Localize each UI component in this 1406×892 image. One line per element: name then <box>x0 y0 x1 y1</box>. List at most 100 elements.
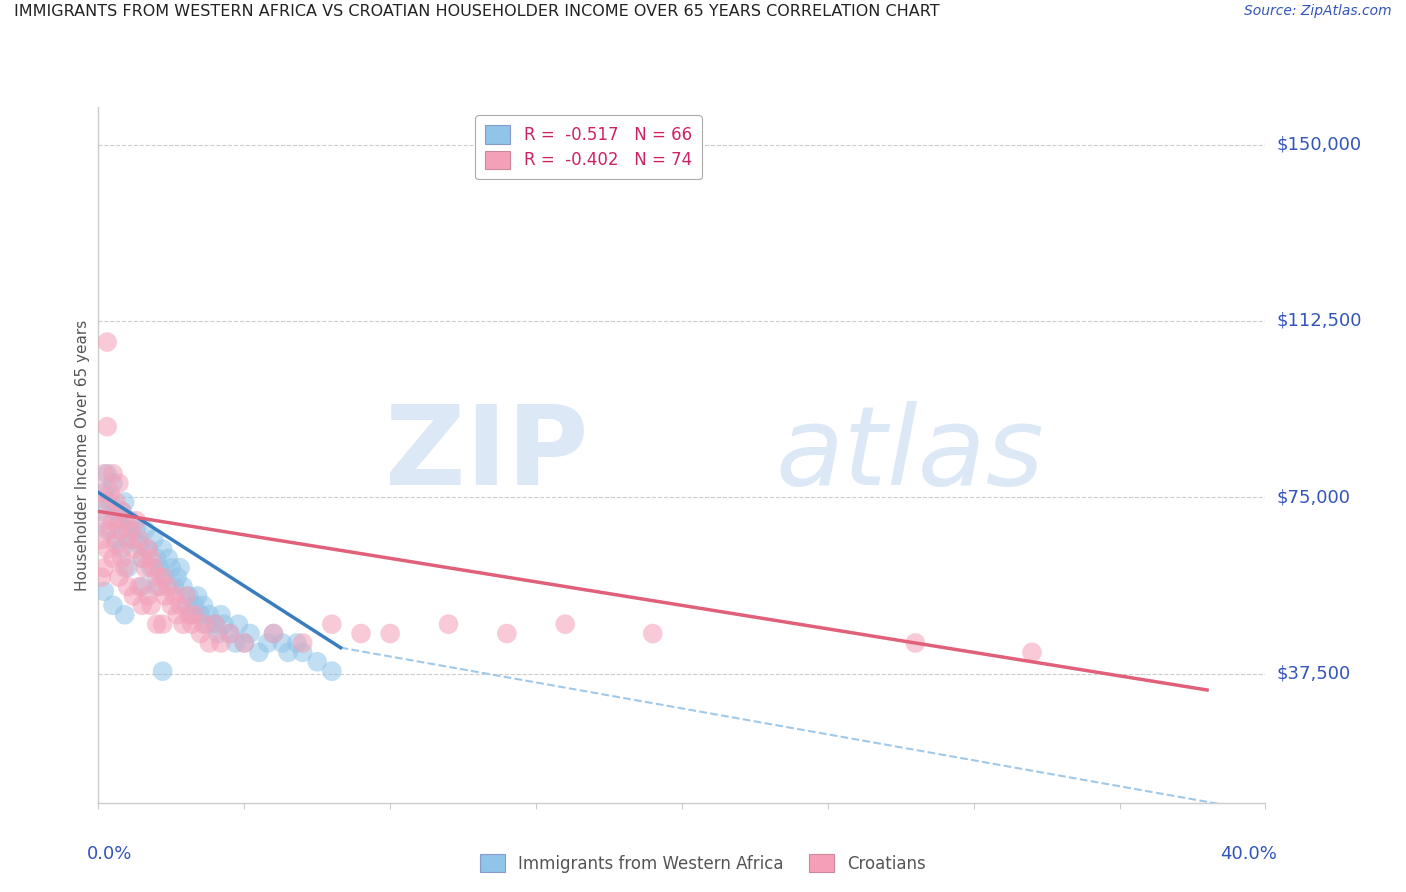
Point <box>152 541 174 556</box>
Point <box>125 514 148 528</box>
Point <box>104 537 127 551</box>
Point <box>136 589 159 603</box>
Text: $112,500: $112,500 <box>1277 312 1362 330</box>
Point <box>307 655 329 669</box>
Point <box>111 504 134 518</box>
Point <box>169 599 191 613</box>
Point <box>120 514 142 528</box>
Point <box>152 570 174 584</box>
Point <box>198 636 221 650</box>
Point <box>96 495 118 509</box>
Point <box>1021 645 1043 659</box>
Point <box>111 551 134 566</box>
Point <box>128 537 150 551</box>
Point <box>291 645 314 659</box>
Point <box>117 533 139 547</box>
Point <box>166 607 188 622</box>
Point <box>207 626 229 640</box>
Point <box>177 607 200 622</box>
Y-axis label: Householder Income Over 65 years: Householder Income Over 65 years <box>75 319 90 591</box>
Point <box>90 504 112 518</box>
Point <box>163 589 186 603</box>
Point <box>495 626 517 640</box>
Point <box>90 485 112 500</box>
Point <box>256 636 278 650</box>
Point <box>122 541 145 556</box>
Point <box>321 664 343 678</box>
Point <box>291 636 314 650</box>
Point <box>180 607 202 622</box>
Point <box>212 617 235 632</box>
Point <box>117 580 139 594</box>
Point <box>169 560 191 574</box>
Point <box>125 523 148 537</box>
Legend: R =  -0.517   N = 66, R =  -0.402   N = 74: R = -0.517 N = 66, R = -0.402 N = 74 <box>475 115 702 179</box>
Text: $37,500: $37,500 <box>1277 665 1351 682</box>
Point <box>98 495 121 509</box>
Text: IMMIGRANTS FROM WESTERN AFRICA VS CROATIAN HOUSEHOLDER INCOME OVER 65 YEARS CORR: IMMIGRANTS FROM WESTERN AFRICA VS CROATI… <box>14 4 939 20</box>
Point <box>180 617 202 632</box>
Point <box>117 523 139 537</box>
Point <box>190 626 212 640</box>
Point <box>128 580 150 594</box>
Point <box>117 560 139 574</box>
Point <box>108 514 131 528</box>
Point <box>139 599 162 613</box>
Point <box>96 541 118 556</box>
Text: ZIP: ZIP <box>385 401 589 508</box>
Point <box>90 570 112 584</box>
Point <box>93 584 115 599</box>
Point <box>93 467 115 481</box>
Point <box>193 617 215 632</box>
Point <box>101 476 124 491</box>
Point <box>93 485 115 500</box>
Text: Source: ZipAtlas.com: Source: ZipAtlas.com <box>1244 4 1392 19</box>
Point <box>233 636 256 650</box>
Point <box>122 533 145 547</box>
Point <box>183 599 205 613</box>
Point <box>174 599 197 613</box>
Point <box>247 645 270 659</box>
Point <box>195 617 218 632</box>
Point <box>90 533 112 547</box>
Point <box>172 617 194 632</box>
Point <box>378 626 402 640</box>
Point <box>198 607 221 622</box>
Point <box>122 589 145 603</box>
Point <box>149 580 172 594</box>
Point <box>152 617 174 632</box>
Text: $150,000: $150,000 <box>1277 136 1361 153</box>
Point <box>160 560 183 574</box>
Point <box>271 636 294 650</box>
Point <box>204 617 226 632</box>
Point <box>114 495 136 509</box>
Point <box>131 551 153 566</box>
Point <box>904 636 927 650</box>
Point <box>98 485 121 500</box>
Point <box>96 467 118 481</box>
Point <box>209 607 232 622</box>
Point <box>218 626 240 640</box>
Point <box>139 560 162 574</box>
Point <box>96 419 118 434</box>
Point <box>172 580 194 594</box>
Point <box>101 599 124 613</box>
Point <box>218 626 240 640</box>
Point <box>225 636 247 650</box>
Point <box>209 636 232 650</box>
Point <box>152 664 174 678</box>
Point <box>114 560 136 574</box>
Point <box>142 560 165 574</box>
Point <box>131 580 153 594</box>
Point <box>131 551 153 566</box>
Text: 0.0%: 0.0% <box>87 845 132 863</box>
Point <box>108 476 131 491</box>
Point <box>120 523 142 537</box>
Point <box>146 551 169 566</box>
Point <box>146 617 169 632</box>
Point <box>114 607 136 622</box>
Point <box>104 533 127 547</box>
Point <box>155 589 177 603</box>
Point <box>134 560 156 574</box>
Point <box>177 589 200 603</box>
